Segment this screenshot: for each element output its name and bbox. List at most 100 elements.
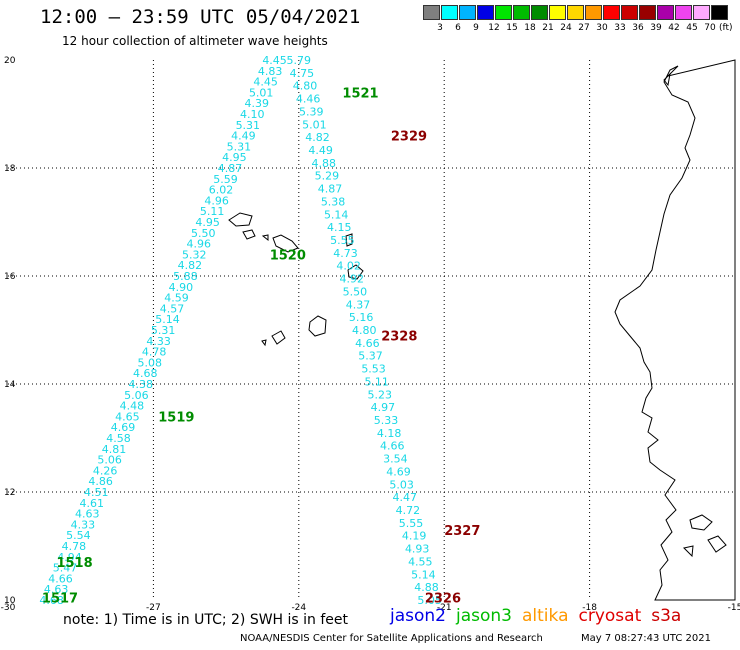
swh-value-jason3: 4.95 [195, 216, 220, 229]
legend-jason2: jason2 [390, 606, 446, 626]
swh-value-cryosat: 4.97 [371, 401, 396, 414]
scale-label: 15 [506, 23, 518, 33]
swh-value-cryosat: 4.80 [293, 80, 318, 93]
axis-ticks: 20 18 16 14 12 10-30 -27 -24 -21 -18 -15 [1, 56, 740, 613]
scale-label: 27 [578, 23, 590, 33]
swh-value-jason3: 6.02 [209, 184, 234, 197]
swh-value-cryosat: 4.47 [392, 491, 417, 504]
swh-value-jason3: 4.87 [218, 162, 243, 175]
swh-value-cryosat: 5.14 [324, 208, 349, 221]
swh-value-jason3: 5.59 [213, 173, 238, 186]
scale-label: 70 [704, 23, 716, 33]
swh-value-jason3: 4.39 [244, 97, 269, 110]
swh-value-jason3: 4.95 [222, 151, 247, 164]
page-title: 12:00 – 23:59 UTC 05/04/2021 [40, 6, 361, 28]
island-outline [347, 264, 364, 280]
lon-tick-label: -18 [582, 603, 597, 613]
island-outline [272, 234, 299, 253]
lat-tick-label: 12 [4, 488, 15, 498]
west-africa-coastline [614, 59, 736, 601]
swh-value-cryosat: 4.73 [333, 247, 358, 260]
lat-tick-label: 10 [4, 596, 16, 606]
swh-value-jason3: 4.68 [133, 367, 158, 380]
legend-altika: altika [522, 606, 569, 626]
island-outline [689, 514, 713, 531]
cryosat-pass-number: 2329 [391, 130, 427, 145]
scale-swatch [693, 5, 710, 20]
swh-value-cryosat: 4.15 [327, 221, 352, 234]
swh-value-jason3: 4.66 [48, 572, 73, 585]
scale-swatch [477, 5, 494, 20]
scale-label: 39 [650, 23, 662, 33]
swh-value-jason3: 4.63 [75, 508, 100, 521]
scale-label: 18 [524, 23, 536, 33]
lat-tick-label: 18 [4, 164, 16, 174]
swh-value-jason3: 4.65 [115, 410, 140, 423]
scale-swatch [657, 5, 674, 20]
island-outline [242, 229, 256, 240]
swh-value-cryosat: 5.05 [417, 594, 442, 607]
island-outline [663, 72, 671, 87]
jason3-pass-number: 1520 [270, 248, 306, 263]
swh-value-jason3: 4.69 [111, 421, 136, 434]
swh-value-cryosat: 5.11 [364, 375, 389, 388]
swh-value-jason3: 4.83 [258, 65, 283, 78]
swh-value-jason3: 4.33 [146, 335, 171, 348]
units-note: note: 1) Time is in UTC; 2) SWH is in fe… [63, 612, 349, 628]
swh-value-jason3: 4.45 [253, 76, 278, 89]
scale-swatch [711, 5, 728, 20]
swh-value-cryosat: 4.18 [377, 427, 402, 440]
scale-label: 12 [488, 23, 500, 33]
swh-value-cryosat: 5.50 [343, 285, 368, 298]
swh-value-jason3: 5.31 [227, 140, 252, 153]
scale-swatch [639, 5, 656, 20]
scale-swatch [513, 5, 530, 20]
jason3-pass-number: 1519 [158, 410, 194, 425]
scale-label: 33 [614, 23, 626, 33]
lon-tick-label: -30 [1, 603, 16, 613]
swh-value-jason3: 4.58 [106, 432, 131, 445]
swh-value-cryosat: 5.37 [358, 350, 383, 363]
island-outline [228, 212, 253, 227]
swh-value-jason3: 5.32 [182, 248, 207, 261]
scale-label: 45 [686, 23, 698, 33]
scale-swatch [459, 5, 476, 20]
swh-value-jason3: 4.33 [71, 518, 96, 531]
swh-value-jason3: 4.82 [178, 259, 203, 272]
scale-label: 9 [473, 23, 479, 33]
scale-swatch [531, 5, 548, 20]
swh-value-jason3: 5.06 [97, 454, 122, 467]
swh-value-jason3: 4.61 [80, 497, 105, 510]
lat-tick-label: 20 [4, 56, 16, 66]
island-outline [308, 315, 327, 337]
swh-value-cryosat: 4.92 [340, 273, 365, 286]
footer-timestamp: May 7 08:27:43 UTC 2021 [581, 633, 711, 644]
scale-swatch [423, 5, 440, 20]
swh-value-cryosat: 4.49 [308, 144, 333, 157]
swh-value-jason3: 5.11 [200, 205, 225, 218]
scale-label: 6 [455, 23, 461, 33]
cryosat-pass-number: 2326 [425, 591, 461, 606]
scale-label: 30 [596, 23, 608, 33]
swh-value-jason3: 5.50 [191, 227, 216, 240]
swh-value-jason3: 4.45 [262, 54, 287, 67]
map-subtitle: 12 hour collection of altimeter wave hei… [62, 34, 328, 48]
land-outlines [228, 59, 736, 601]
jason3-pass-number: 1521 [342, 86, 378, 101]
swh-value-jason3: 4.63 [44, 583, 69, 596]
swh-value-cryosat: 4.19 [402, 530, 427, 543]
swh-value-cryosat: 4.66 [380, 440, 405, 453]
swh-value-jason3: 4.81 [102, 443, 127, 456]
scale-label: 3 [437, 23, 443, 33]
swh-value-cryosat: 4.75 [290, 67, 315, 80]
swh-value-jason3: 4.57 [160, 302, 185, 315]
swh-value-jason3: 4.68 [39, 594, 64, 607]
swh-value-cryosat: 4.46 [296, 93, 321, 106]
swh-value-jason3: 5.08 [137, 356, 162, 369]
swh-value-jason3: 4.78 [62, 540, 87, 553]
lat-tick-label: 16 [4, 272, 16, 282]
scale-swatch [621, 5, 638, 20]
swh-value-cryosat: 4.88 [414, 581, 439, 594]
island-outline [261, 234, 269, 242]
swh-value-jason3: 4.94 [57, 551, 82, 564]
